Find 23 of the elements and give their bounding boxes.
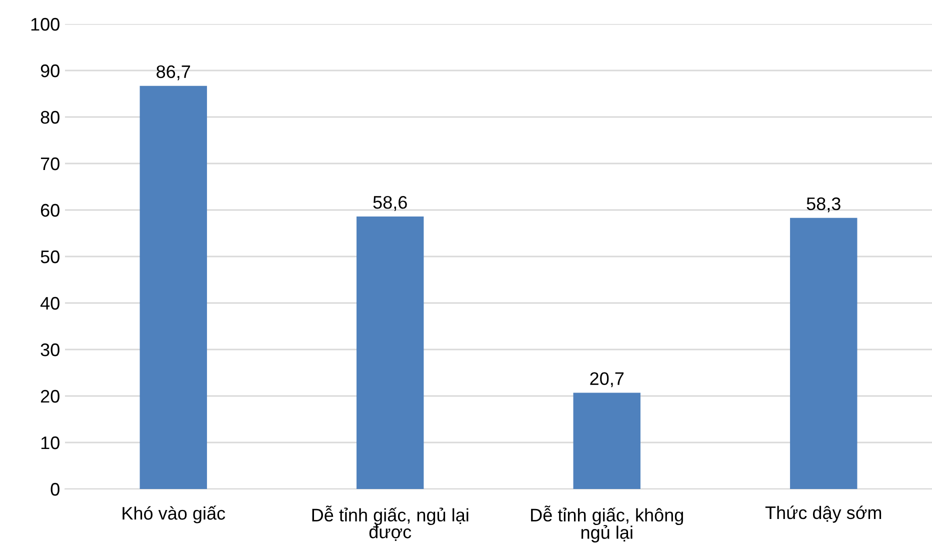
- y-tick-label: 40: [40, 296, 60, 310]
- x-tick-label: Dễ tỉnh giấc, không ngủ lại: [531, 506, 684, 542]
- x-tick-label: Khó vào giấc: [122, 506, 226, 524]
- x-tick-label: Dễ tỉnh giấc, ngủ lại được: [312, 506, 468, 541]
- y-tick-label: 0: [50, 482, 60, 496]
- y-tick-label: 70: [40, 157, 60, 170]
- y-tick-label: 10: [41, 436, 60, 450]
- bar: [573, 392, 640, 489]
- bar: [356, 216, 424, 489]
- y-tick-label: 20: [40, 390, 60, 403]
- bar: [790, 218, 858, 489]
- data-label: 58,6: [373, 196, 407, 211]
- y-tick-label: 50: [40, 250, 60, 264]
- y-tick-label: 90: [40, 64, 60, 78]
- bar: [140, 86, 207, 489]
- data-label: 86,7: [156, 65, 190, 80]
- x-tick-label: Thức dậy sớm: [765, 506, 882, 523]
- y-tick-label: 60: [40, 204, 60, 217]
- data-label: 58,3: [806, 197, 840, 212]
- y-tick-label: 80: [40, 110, 60, 124]
- data-label: 20,7: [590, 372, 624, 388]
- y-tick-label: 30: [40, 343, 60, 356]
- y-tick-label: 100: [31, 18, 60, 31]
